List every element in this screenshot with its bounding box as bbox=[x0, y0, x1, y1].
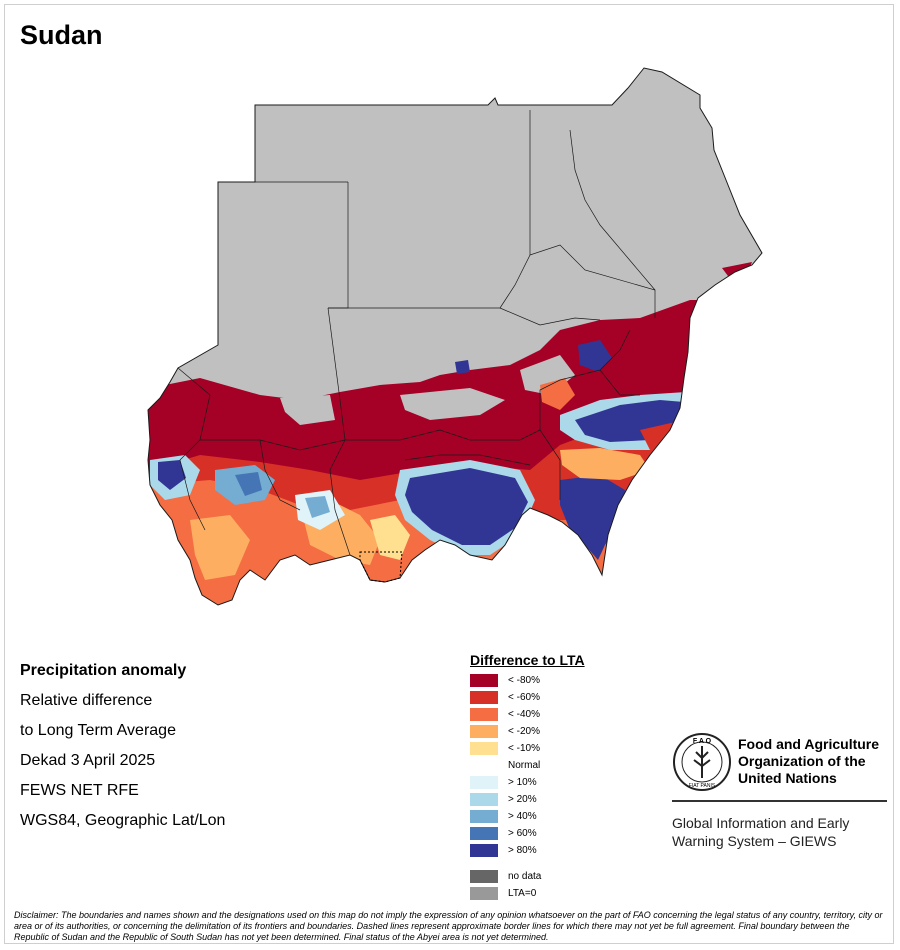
legend-item: > 80% bbox=[470, 842, 650, 859]
legend-item: no data bbox=[470, 868, 650, 885]
legend-item: LTA=0 bbox=[470, 885, 650, 902]
map-frame bbox=[4, 4, 894, 944]
legend-swatch bbox=[470, 793, 498, 806]
legend-title: Difference to LTA bbox=[470, 652, 585, 668]
legend-label: > 10% bbox=[508, 777, 537, 788]
legend-label: < -40% bbox=[508, 709, 540, 720]
legend-swatch bbox=[470, 870, 498, 883]
legend-label: > 60% bbox=[508, 828, 537, 839]
divider bbox=[672, 800, 887, 802]
fao-name-line: United Nations bbox=[738, 770, 837, 786]
legend-item: > 40% bbox=[470, 808, 650, 825]
legend-swatch bbox=[470, 708, 498, 721]
giews-line: Global Information and Early bbox=[672, 815, 850, 831]
legend-label: > 20% bbox=[508, 794, 537, 805]
disclaimer: Disclaimer: The boundaries and names sho… bbox=[14, 910, 883, 942]
svg-text:FIAT PANIS: FIAT PANIS bbox=[689, 783, 716, 789]
legend-swatch bbox=[470, 691, 498, 704]
abyei-dashed-boundary bbox=[359, 551, 403, 583]
legend-item: < -20% bbox=[470, 723, 650, 740]
info-line: Relative difference bbox=[20, 692, 153, 709]
legend-label: LTA=0 bbox=[508, 888, 537, 899]
legend-label: Normal bbox=[508, 760, 541, 771]
info-heading: Precipitation anomaly bbox=[20, 662, 187, 679]
giews-line: Warning System – GIEWS bbox=[672, 833, 837, 849]
map-canvas bbox=[147, 67, 763, 606]
legend: Difference to LTA < -80% < -60% < -40% < -2… bbox=[470, 652, 650, 902]
legend-swatch bbox=[470, 844, 498, 857]
legend-swatch bbox=[470, 776, 498, 789]
map-info-block: Precipitation anomaly Relative differenc… bbox=[20, 656, 225, 836]
svg-text:F A O: F A O bbox=[693, 738, 712, 745]
legend-swatch bbox=[470, 887, 498, 900]
info-dekad: Dekad 3 April 2025 bbox=[20, 752, 156, 769]
legend-label: < -10% bbox=[508, 743, 540, 754]
legend-swatch bbox=[470, 810, 498, 823]
legend-item: < -60% bbox=[470, 689, 650, 706]
giews-name: Global Information and Early Warning Sys… bbox=[672, 814, 849, 850]
legend-swatch bbox=[470, 742, 498, 755]
state-boundaries bbox=[177, 110, 656, 556]
info-source: FEWS NET RFE bbox=[20, 782, 139, 799]
map-title: Sudan bbox=[20, 20, 103, 50]
legend-item: < -80% bbox=[470, 672, 650, 689]
legend-swatch bbox=[470, 674, 498, 687]
legend-label: < -80% bbox=[508, 675, 540, 686]
fao-emblem-icon: F A O FIAT PANIS bbox=[673, 733, 731, 791]
legend-label: no data bbox=[508, 871, 542, 882]
legend-item: < -10% bbox=[470, 740, 650, 757]
fao-name-line: Organization of the bbox=[738, 753, 866, 769]
legend-label: > 80% bbox=[508, 845, 537, 856]
legend-label: > 40% bbox=[508, 811, 537, 822]
fao-name: Food and Agriculture Organization of the… bbox=[738, 736, 879, 787]
legend-item: > 20% bbox=[470, 791, 650, 808]
precipitation-layer bbox=[148, 68, 762, 605]
legend-item: Normal bbox=[470, 757, 650, 774]
legend-swatch bbox=[470, 725, 498, 738]
legend-label: < -60% bbox=[508, 692, 540, 703]
legend-item: > 60% bbox=[470, 825, 650, 842]
fao-name-line: Food and Agriculture bbox=[738, 736, 880, 752]
legend-swatch bbox=[470, 827, 498, 840]
legend-label: < -20% bbox=[508, 726, 540, 737]
legend-item: < -40% bbox=[470, 706, 650, 723]
info-line: to Long Term Average bbox=[20, 722, 176, 739]
fao-logo-block: F A O FIAT PANIS Food and Agriculture Or… bbox=[672, 732, 892, 852]
info-projection: WGS84, Geographic Lat/Lon bbox=[20, 812, 226, 829]
legend-item: > 10% bbox=[470, 774, 650, 791]
